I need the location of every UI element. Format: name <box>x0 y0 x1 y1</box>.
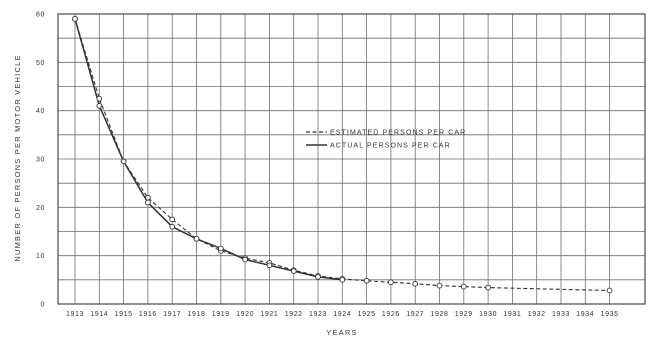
x-tick-label-1932: 1932 <box>528 311 546 318</box>
x-tick-label-1921: 1921 <box>260 311 278 318</box>
legend: ESTIMATED PERSONS PER CAR ACTUAL PERSONS… <box>306 130 466 150</box>
x-tick-label-1928: 1928 <box>431 311 449 318</box>
plot-frame <box>57 13 646 305</box>
x-tick-label-1925: 1925 <box>358 311 376 318</box>
series-line-actual <box>74 18 343 281</box>
y-axis-title: NUMBER OF PERSONS PER MOTOR VEHICLE <box>13 54 22 261</box>
data-point-actual-1921 <box>266 262 273 269</box>
data-point-actual-1916 <box>145 199 151 206</box>
data-point-actual-1918 <box>193 235 200 242</box>
data-point-estimated-1925 <box>363 277 370 284</box>
x-tick-label-1915: 1915 <box>115 311 133 318</box>
x-tick-label-1934: 1934 <box>576 311 594 318</box>
x-tick-label-1918: 1918 <box>188 311 206 318</box>
data-point-estimated-1928 <box>436 282 443 289</box>
x-tick-label-1914: 1914 <box>90 311 108 318</box>
x-tick-label-1920: 1920 <box>236 311 254 318</box>
x-axis-ticks: 1913 1914 1915 1916 1917 1918 1919 1920 1921 1922… <box>66 311 619 318</box>
y-axis-ticks: 0 10 20 30 40 50 60 <box>36 12 46 309</box>
x-tick-label-1922: 1922 <box>285 311 303 318</box>
data-point-actual-1923 <box>315 274 321 280</box>
series-group <box>72 15 613 294</box>
x-tick-label-1924: 1924 <box>333 311 351 318</box>
legend-label-estimated: ESTIMATED PERSONS PER CAR <box>330 130 466 137</box>
legend-item-actual: ACTUAL PERSONS PER CAR <box>306 143 451 150</box>
y-tick-label-50: 50 <box>36 60 45 67</box>
data-point-estimated-1930 <box>485 284 491 291</box>
x-tick-label-1916: 1916 <box>139 311 157 318</box>
data-point-actual-1920 <box>242 256 248 263</box>
y-tick-label-30: 30 <box>36 157 45 164</box>
x-axis-title: YEARS <box>326 328 357 337</box>
y-tick-label-10: 10 <box>36 253 45 260</box>
data-point-estimated-1916 <box>145 194 151 201</box>
x-tick-label-1933: 1933 <box>552 311 570 318</box>
y-tick-label-20: 20 <box>36 205 45 212</box>
legend-label-actual: ACTUAL PERSONS PER CAR <box>330 143 451 150</box>
data-point-actual-1919 <box>217 245 224 252</box>
x-tick-label-1931: 1931 <box>503 311 521 318</box>
grid <box>58 14 645 304</box>
data-point-estimated-1927 <box>412 280 419 287</box>
data-point-actual-1924 <box>339 276 346 283</box>
x-tick-label-1929: 1929 <box>455 311 473 318</box>
data-point-actual-1915 <box>120 158 127 165</box>
data-point-actual-1917 <box>169 223 176 230</box>
y-tick-label-0: 0 <box>41 302 46 309</box>
y-tick-label-60: 60 <box>36 12 45 19</box>
data-point-estimated-1914 <box>96 95 103 102</box>
x-tick-label-1926: 1926 <box>382 311 400 318</box>
x-tick-label-1935: 1935 <box>601 311 619 318</box>
x-tick-label-1913: 1913 <box>66 311 84 318</box>
data-point-actual-1914 <box>96 102 103 109</box>
x-tick-label-1930: 1930 <box>479 311 497 318</box>
x-tick-label-1917: 1917 <box>163 311 181 318</box>
data-point-estimated-1917 <box>169 216 176 223</box>
y-tick-label-40: 40 <box>36 108 45 115</box>
x-tick-label-1923: 1923 <box>309 311 327 318</box>
data-point-estimated-1929 <box>460 283 467 290</box>
data-point-estimated-1926 <box>388 279 394 286</box>
legend-item-estimated: ESTIMATED PERSONS PER CAR <box>306 130 466 137</box>
x-tick-label-1927: 1927 <box>406 311 424 318</box>
data-point-actual-1922 <box>290 268 297 274</box>
x-tick-label-1919: 1919 <box>212 311 230 318</box>
data-point-actual-1913 <box>72 15 78 22</box>
data-point-estimated-1935 <box>606 287 613 294</box>
